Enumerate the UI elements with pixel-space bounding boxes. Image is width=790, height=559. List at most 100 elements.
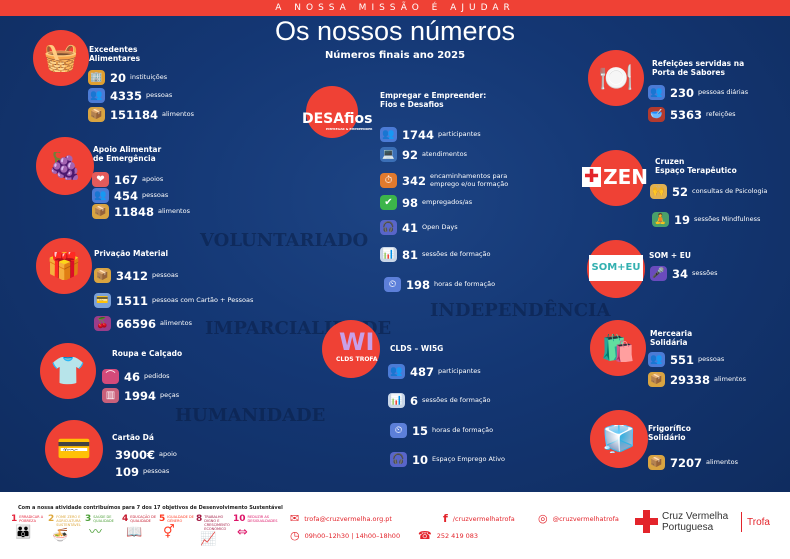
clothes-rack-icon: ▥: [102, 388, 119, 403]
stat-row: ⏱ 342 encaminhamentos para emprego e/ou fo…: [380, 172, 508, 188]
stat-row: 👥 454 pessoas: [92, 188, 168, 203]
instagram-text[interactable]: @cruzvermelhatrofa: [552, 514, 619, 523]
section-title: Apoio Alimentar de Emergência: [93, 145, 162, 163]
stat-value: 151184: [110, 107, 159, 122]
credit-card-icon: 💳: [56, 435, 92, 463]
food-basket-icon: 🧺: [43, 44, 79, 72]
presentation-icon: 📊: [380, 247, 397, 262]
stat-value: 20: [110, 70, 127, 85]
stat-row: 🏢 20 instituições: [88, 70, 167, 85]
stat-row: ⏲ 15 horas de formação: [390, 423, 493, 438]
stat-row: 🎤 34 sessões: [650, 266, 718, 281]
stat-label: sessões de formação: [422, 249, 491, 258]
stat-label: alimentos: [158, 206, 190, 215]
facebook-text[interactable]: /cruzvermelhatrofa: [452, 514, 515, 523]
stat-value: 98: [402, 195, 419, 210]
email-contact[interactable]: ✉ trofa@cruzvermelha.org.pt: [290, 512, 392, 525]
stat-row: 👥 4335 pessoas: [88, 88, 172, 103]
section-circle: [590, 320, 646, 376]
people-icon: 👥: [92, 188, 109, 203]
fridge-icon: 🧊: [601, 425, 637, 453]
sdg-icon: 📖: [126, 525, 143, 540]
stat-value: 52: [672, 184, 689, 199]
stat-row: 🙌 52 consultas de Psicologia: [650, 184, 767, 199]
sdg-number: 10: [233, 514, 246, 524]
clock-briefcase-icon: ⏱: [380, 173, 397, 188]
stat-label: alimentos: [706, 457, 738, 466]
stat-row: 🍒 66596 alimentos: [94, 316, 192, 331]
hanger-icon: ⌒: [102, 369, 119, 384]
sdg-icon: ⇔: [237, 525, 248, 540]
phone-text[interactable]: 252 419 083: [436, 531, 479, 540]
sdg-label: ERRADICAR A POBREZA: [19, 515, 44, 523]
section-title: Empregar e Empreender: Fios e Desafios: [380, 91, 487, 109]
people-icon: 👥: [648, 352, 665, 367]
stat-value: 1994: [124, 388, 157, 403]
sdg-5: 5 IGUALDADE DE GÉNERO ⚥: [159, 515, 195, 541]
sdg-icon: 👪: [15, 525, 32, 540]
footer: Com a nossa atividade contribuímos para …: [0, 492, 790, 559]
stat-value: 6: [410, 393, 419, 408]
section-title: Cruzen Espaço Terapêutico: [655, 157, 737, 175]
clock-icon: ◷: [290, 529, 300, 542]
section-title: Roupa e Calçado: [112, 349, 183, 358]
org-name: Cruz Vermelha Portuguesa: [662, 511, 728, 533]
stat-label: sessões Mindfulness: [694, 214, 761, 223]
stat-value: 342: [402, 173, 427, 188]
instagram-icon: ◎: [538, 512, 548, 525]
instagram-link[interactable]: ◎ @cruzvermelhatrofa: [538, 512, 619, 525]
check-icon: ✔: [380, 195, 397, 210]
section-title: Mercearia Solidária: [650, 329, 693, 347]
stat-value: 11848: [114, 204, 155, 219]
stat-label: horas de formação: [432, 425, 494, 434]
stat-value: 41: [402, 220, 419, 235]
facebook-link[interactable]: f/cruzvermelhatrofa: [443, 512, 515, 525]
stat-value: 5363: [670, 107, 703, 122]
stat-row: 👥 230 pessoas diárias: [648, 85, 748, 100]
microphone-icon: 🎤: [650, 266, 667, 281]
divider: [741, 512, 742, 532]
section-title: SOM + EU: [649, 251, 691, 260]
sdg-icon: 🍜: [52, 528, 69, 543]
stat-label: pessoas: [152, 270, 179, 279]
stat-row: 📊 6 sessões de formação: [388, 393, 490, 408]
stat-row: 🎧 10 Espaço Emprego Ativo: [390, 452, 505, 467]
section-circle: [588, 50, 644, 106]
sdg-label: IGUALDADE DE GÉNERO: [167, 515, 194, 523]
stat-label: refeições: [706, 109, 736, 118]
heart-hand-icon: ❤: [92, 172, 109, 187]
stat-value: 29338: [670, 372, 711, 387]
phone-icon: ☎: [418, 529, 432, 542]
stat-row: 👥 487 participantes: [388, 364, 481, 379]
stat-value: 551: [670, 352, 695, 367]
stopwatch-icon: ⏲: [384, 277, 401, 292]
page-title: Os nossos números: [274, 16, 516, 46]
bg-word: VOLUNTARIADO: [200, 230, 369, 251]
hours-text: 09h00–12h30 | 14h00–18h00: [304, 531, 401, 540]
food-box-icon: 📦: [648, 372, 665, 387]
stat-row: ▥ 1994 peças: [102, 388, 179, 403]
sdg-icon: 〰: [89, 525, 103, 540]
email-text[interactable]: trofa@cruzvermelha.org.pt: [304, 514, 392, 523]
sdg-number: 3: [85, 514, 92, 524]
sdg-4: 4 EDUCAÇÃO DE QUALIDADE 📖: [122, 515, 158, 541]
bg-word: INDEPENDÊNCIA: [430, 300, 611, 321]
section-title: Frigorífico Solidário: [648, 424, 691, 442]
sdg-1: 1 ERRADICAR A POBREZA 👪: [11, 514, 47, 541]
fruit-basket-icon: 🍇: [47, 152, 83, 180]
desk-icon: 💻: [380, 147, 397, 162]
phone-contact[interactable]: ☎ 252 419 083: [418, 529, 478, 542]
sdg-label: REDUZIR AS DESIGUALDADES: [247, 515, 278, 523]
stat-value: 230: [670, 85, 695, 100]
stat-row: 📦 29338 alimentos: [648, 372, 746, 387]
section-circle: [306, 86, 358, 138]
stat-value: 487: [410, 364, 435, 379]
envelope-icon: ✉: [290, 512, 300, 525]
som-eu-logo: SOM+EU: [589, 255, 643, 281]
section-title: Privação Material: [94, 249, 169, 258]
section-title: Cartão Dá: [112, 433, 154, 442]
sdg-number: 1: [11, 514, 18, 524]
stat-label: Espaço Emprego Ativo: [432, 454, 506, 463]
building-icon: 🏢: [88, 70, 105, 85]
stat-label: pessoas: [146, 90, 173, 99]
